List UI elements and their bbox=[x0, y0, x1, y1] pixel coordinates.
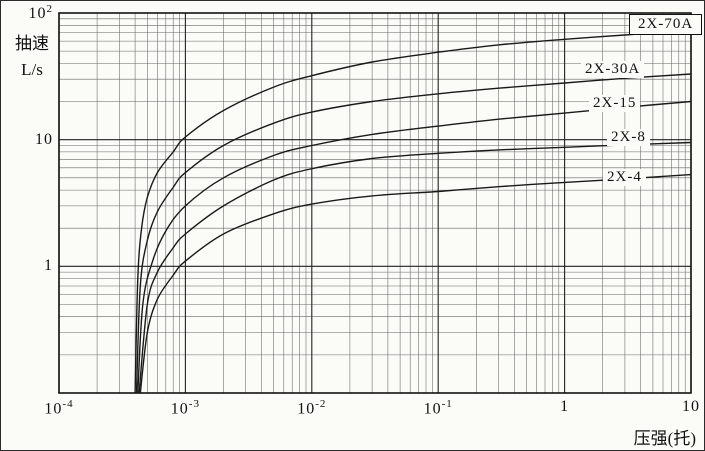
x-tick-label: 10-4 bbox=[44, 398, 74, 418]
curve-label-2X-15: 2X-15 bbox=[589, 95, 641, 112]
curve-2X-15 bbox=[137, 100, 692, 394]
x-tick-label: 10-1 bbox=[423, 398, 453, 418]
x-tick-label: 10 bbox=[682, 398, 700, 415]
curve-label-2X-4: 2X-4 bbox=[603, 169, 646, 186]
curve-2X-70A bbox=[134, 29, 692, 394]
curve-label-2X-30A: 2X-30A bbox=[581, 61, 645, 78]
y-tick-label: 102 bbox=[28, 2, 53, 23]
y-tick-label: 1 bbox=[44, 257, 53, 275]
curve-2X-30A bbox=[135, 73, 692, 394]
curve-label-2X-8: 2X-8 bbox=[607, 129, 650, 146]
y-tick-label: 10 bbox=[35, 130, 53, 148]
y-axis-title-line1: 抽速 bbox=[15, 34, 49, 53]
curve-2X-4 bbox=[139, 173, 692, 394]
x-axis-title: 压强(托) bbox=[633, 429, 696, 448]
y-axis-title: 抽速 L/s bbox=[15, 31, 49, 82]
curve-label-2X-70A: 2X-70A bbox=[629, 14, 703, 35]
curve-2X-8 bbox=[138, 141, 692, 394]
x-tick-label: 1 bbox=[560, 398, 570, 415]
x-tick-label: 10-3 bbox=[170, 398, 200, 418]
x-tick-label: 10-2 bbox=[297, 398, 327, 418]
y-axis-title-line2: L/s bbox=[21, 59, 43, 79]
plot-border bbox=[58, 12, 692, 394]
